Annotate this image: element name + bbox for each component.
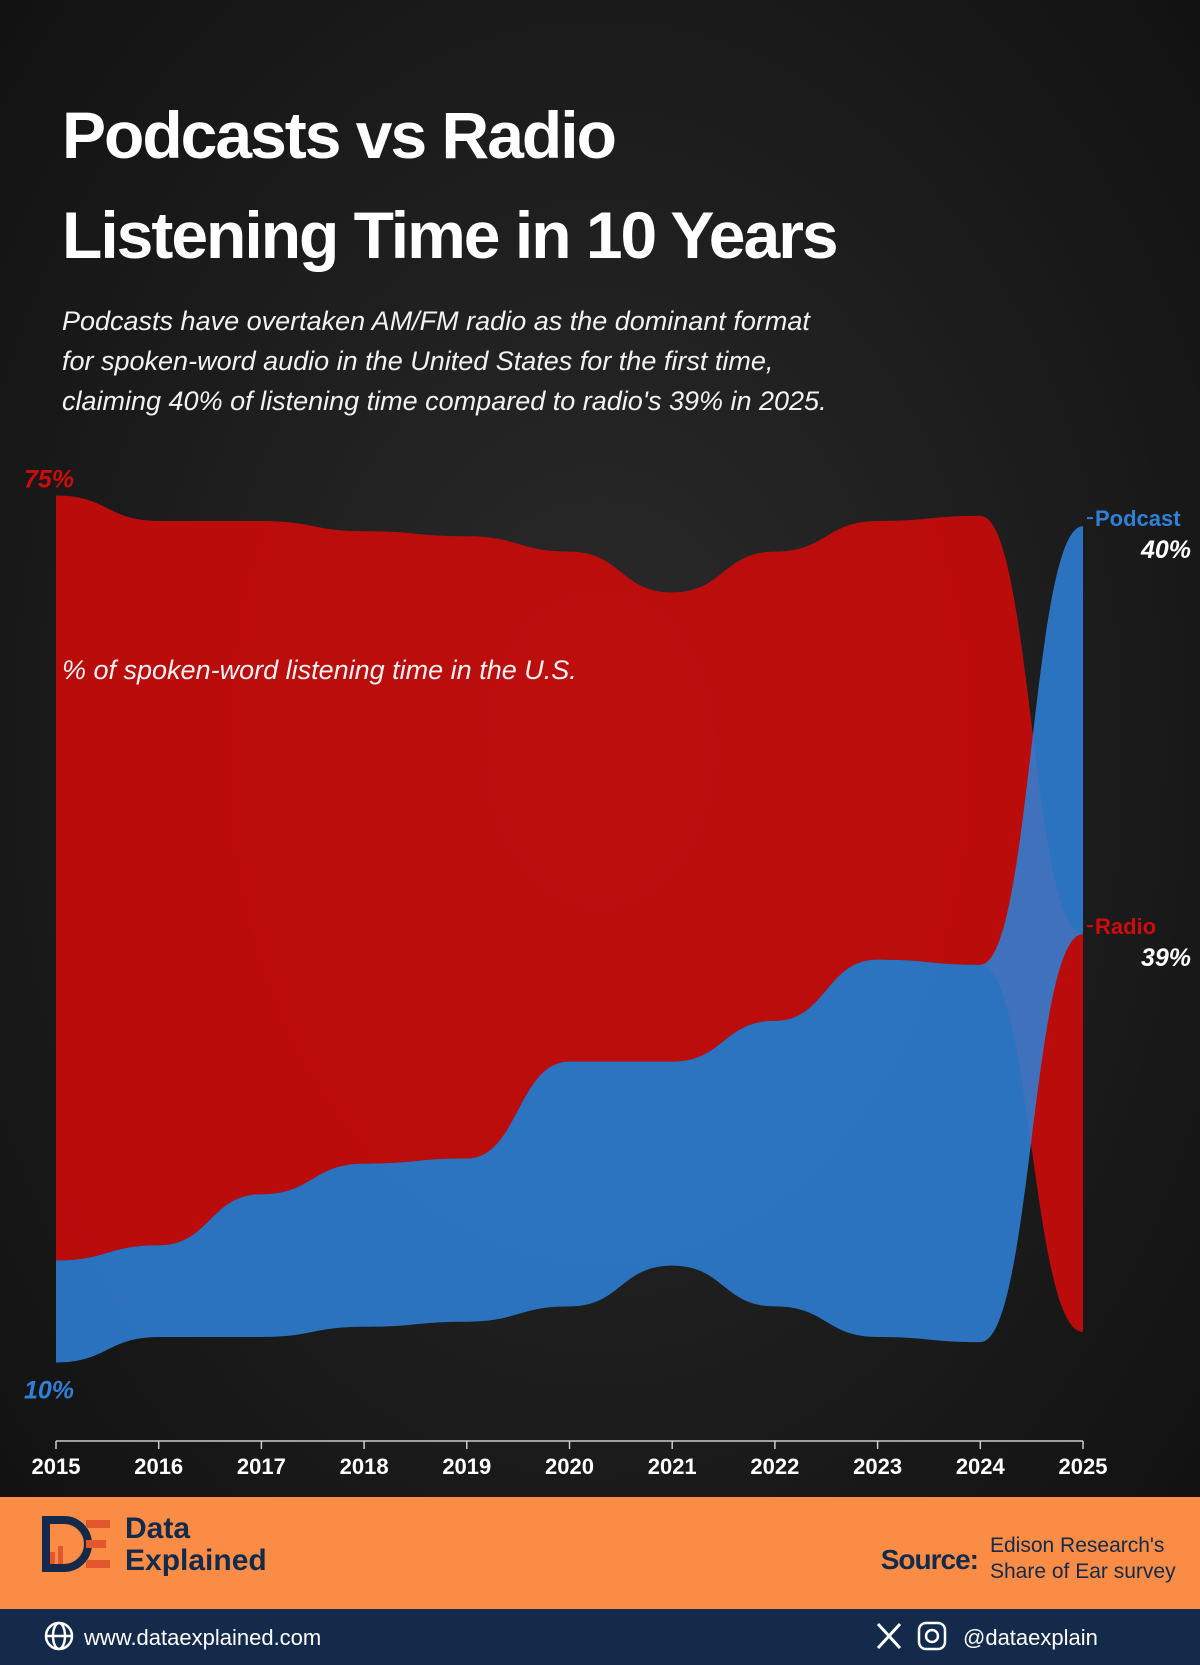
x-tick-label: 2015 [32, 1454, 81, 1479]
value-label: 10% [24, 1377, 74, 1405]
subtitle-line: Podcasts have overtaken AM/FM radio as t… [62, 306, 811, 336]
value-label: 75% [24, 466, 74, 494]
series-name: Radio [1095, 914, 1156, 939]
instagram-icon [917, 1621, 947, 1651]
x-tick-label: 2025 [1059, 1454, 1108, 1479]
x-tick-label: 2022 [750, 1454, 799, 1479]
x-tick-label: 2017 [237, 1454, 286, 1479]
plot: 2015 2016 2017 2018 2019 2020 2021 2022 2023 2024… [24, 466, 1191, 1480]
area-band [56, 495, 1083, 1332]
x-tick-label: 2020 [545, 1454, 594, 1479]
annotation: % of spoken-word listening time in the U… [62, 655, 577, 685]
website: www.dataexplained.com [83, 1625, 321, 1650]
x-tick-label: 2023 [853, 1454, 902, 1479]
x-tick-label: 2021 [648, 1454, 697, 1479]
title-line: Listening Time in 10 Years [62, 198, 837, 272]
footer-band [0, 1497, 1200, 1609]
area-band [56, 526, 1083, 1363]
logo-icon [42, 1516, 110, 1572]
source-label: Source: [881, 1544, 978, 1575]
series-name: Podcast [1095, 506, 1181, 531]
handle: @dataexplain [963, 1625, 1098, 1650]
subtitle-line: claiming 40% of listening time compared … [62, 386, 827, 416]
x-tick-label: 2024 [956, 1454, 1006, 1479]
brand-name: Explained [125, 1544, 267, 1577]
value-label: 39% [1141, 944, 1191, 972]
source-text: Edison Research's [990, 1534, 1164, 1557]
title-line: Podcasts vs Radio [62, 98, 615, 172]
footer-bar [0, 1609, 1200, 1665]
subtitle-line: for spoken-word audio in the United Stat… [62, 346, 773, 376]
x-icon [876, 1622, 902, 1650]
globe-icon [44, 1621, 74, 1651]
value-label: 40% [1140, 536, 1191, 564]
x-tick-label: 2019 [442, 1454, 491, 1479]
source-text: Share of Ear survey [990, 1560, 1176, 1583]
brand-name: Data [125, 1512, 190, 1545]
x-tick-label: 2018 [340, 1454, 389, 1479]
x-tick-label: 2016 [134, 1454, 183, 1479]
